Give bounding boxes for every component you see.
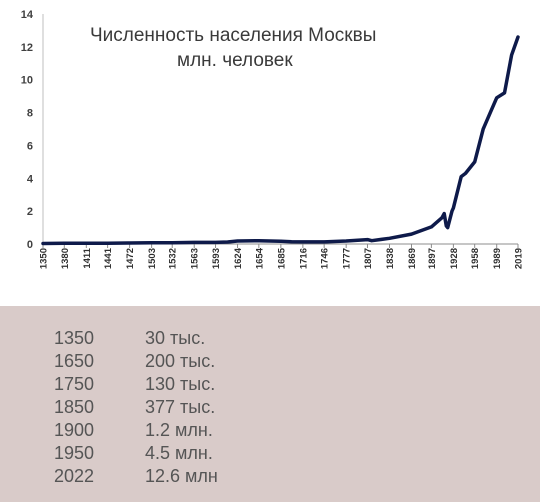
population-line-chart: 0 2 4 6 8 10 12 14 1350 1380 1411 1441 1472 1503 1532 1… — [21, 9, 525, 269]
x-tick-label: 1593 — [211, 248, 222, 269]
x-tick-label: 1441 — [103, 247, 114, 269]
year-cell: 2022 — [54, 466, 95, 486]
population-series-line — [41, 35, 520, 246]
table-row: 1350 30 тыс. — [0, 328, 540, 351]
year-cell: 1750 — [54, 374, 95, 394]
population-table: 1350 30 тыс. 1650 200 тыс. 1750 130 тыс.… — [0, 306, 540, 502]
x-tick-label: 1380 — [60, 248, 71, 269]
y-tick-label: 10 — [21, 75, 33, 87]
population-cell: 12.6 млн — [145, 466, 218, 486]
population-cell: 200 тыс. — [145, 351, 216, 371]
x-tick-label: 1685 — [276, 247, 287, 269]
x-tick-label: 1411 — [82, 247, 93, 268]
x-tick-label: 2019 — [514, 248, 525, 269]
table-row: 1750 130 тыс. — [0, 374, 540, 397]
x-tick-label: 1563 — [190, 248, 201, 269]
table-row: 1950 4.5 млн. — [0, 443, 540, 466]
x-tick-label: 1928 — [449, 248, 460, 269]
x-tick-label: 1746 — [320, 248, 331, 269]
x-tick-label: 1777 — [342, 248, 353, 269]
population-cell: 4.5 млн. — [145, 443, 213, 463]
x-tick-label: 1897 — [427, 248, 438, 269]
y-tick-label: 2 — [27, 206, 33, 218]
y-tick-label: 4 — [27, 173, 34, 185]
population-cell: 30 тыс. — [145, 328, 206, 348]
chart-title: Численность населения Москвы — [90, 25, 377, 46]
x-tick-label: 1869 — [407, 248, 418, 269]
table-row: 2022 12.6 млн — [0, 466, 540, 489]
y-tick-label: 14 — [21, 9, 34, 21]
x-tick-label: 1838 — [385, 248, 396, 269]
x-tick-label: 1716 — [298, 248, 309, 269]
year-cell: 1850 — [54, 397, 95, 417]
x-tick-label: 1350 — [39, 248, 50, 269]
x-tick-label: 1472 — [125, 248, 136, 269]
x-tick-label: 1532 — [168, 248, 179, 269]
x-tick-label: 1503 — [147, 248, 158, 269]
table-row: 1900 1.2 млн. — [0, 420, 540, 443]
x-tick-label: 1624 — [233, 247, 244, 269]
year-cell: 1350 — [54, 328, 95, 348]
population-cell: 1.2 млн. — [145, 420, 213, 440]
x-tick-label: 1989 — [492, 248, 503, 269]
x-tick-label: 1807 — [363, 248, 374, 269]
chart-area: 0 2 4 6 8 10 12 14 1350 1380 1411 1441 1472 1503 1532 1… — [20, 9, 525, 270]
population-cell: 130 тыс. — [145, 374, 216, 394]
x-tick-label: 1654 — [254, 247, 265, 269]
year-cell: 1900 — [54, 420, 95, 440]
table-row: 1850 377 тыс. — [0, 397, 540, 420]
year-cell: 1650 — [54, 351, 95, 371]
table-row: 1650 200 тыс. — [0, 351, 540, 374]
year-cell: 1950 — [54, 443, 95, 463]
x-tick-label: 1958 — [470, 248, 481, 269]
y-tick-label: 0 — [27, 239, 33, 251]
y-tick-label: 6 — [27, 140, 33, 152]
population-cell: 377 тыс. — [145, 397, 216, 417]
y-tick-label: 8 — [27, 108, 33, 120]
chart-subtitle: млн. человек — [177, 50, 293, 71]
y-tick-label: 12 — [21, 42, 33, 54]
